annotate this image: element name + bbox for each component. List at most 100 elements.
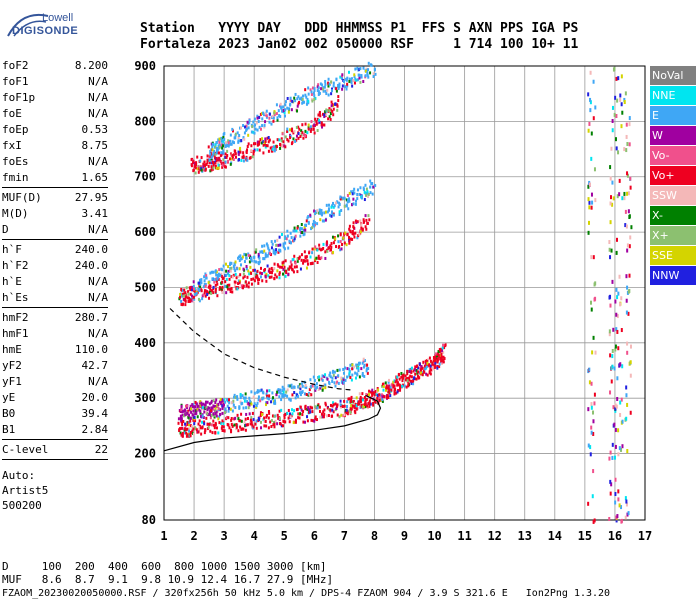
param-value: 39.4 bbox=[81, 407, 109, 420]
echo-point bbox=[182, 288, 185, 292]
echo-point bbox=[273, 401, 276, 405]
echo-point bbox=[426, 360, 429, 364]
echo-point bbox=[336, 380, 339, 384]
echo-point bbox=[313, 209, 316, 213]
echo-point bbox=[257, 278, 260, 282]
echo-point bbox=[220, 402, 223, 406]
echo-point bbox=[234, 280, 237, 284]
noise-point bbox=[588, 200, 591, 205]
echo-point bbox=[291, 99, 294, 103]
echo-point bbox=[323, 115, 326, 119]
echo-point bbox=[315, 418, 318, 422]
echo-point bbox=[192, 418, 195, 422]
noise-point bbox=[590, 300, 593, 305]
echo-point bbox=[331, 370, 334, 374]
param-value: N/A bbox=[88, 107, 108, 120]
echo-point bbox=[374, 400, 377, 404]
echo-point bbox=[237, 417, 240, 421]
echo-point bbox=[369, 402, 372, 406]
echo-point bbox=[362, 359, 365, 363]
echo-point bbox=[327, 84, 330, 88]
echo-point bbox=[323, 211, 326, 215]
echo-point bbox=[303, 226, 306, 230]
echo-point bbox=[372, 72, 375, 76]
echo-point bbox=[233, 395, 236, 399]
echo-point bbox=[287, 416, 290, 420]
echo-point bbox=[229, 157, 232, 161]
echo-point bbox=[190, 407, 193, 411]
echo-point bbox=[260, 426, 263, 430]
echo-point bbox=[224, 400, 227, 404]
echo-point bbox=[251, 125, 254, 129]
echo-point bbox=[287, 107, 290, 111]
echo-point bbox=[317, 90, 320, 94]
echo-point bbox=[297, 125, 300, 129]
param-name: M(D) bbox=[2, 207, 29, 220]
echo-point bbox=[246, 158, 249, 162]
echo-point bbox=[178, 427, 181, 431]
echo-point bbox=[261, 250, 264, 254]
noise-point bbox=[626, 402, 629, 407]
echo-point bbox=[255, 270, 258, 274]
echo-point bbox=[236, 413, 239, 417]
noise-point bbox=[611, 180, 614, 185]
echo-point bbox=[217, 402, 220, 406]
noise-point bbox=[615, 113, 618, 118]
echo-point bbox=[273, 277, 276, 281]
digisonde-logo-icon bbox=[7, 14, 49, 37]
echo-point bbox=[197, 165, 200, 169]
echo-point bbox=[288, 384, 291, 388]
echo-point bbox=[193, 415, 196, 419]
param-value: 110.0 bbox=[74, 343, 108, 356]
echo-point bbox=[336, 413, 339, 417]
noise-point bbox=[592, 410, 595, 415]
echo-point bbox=[364, 400, 367, 404]
echo-point bbox=[284, 241, 287, 245]
echo-point bbox=[218, 137, 221, 141]
echo-point bbox=[222, 402, 225, 406]
noise-point bbox=[621, 419, 624, 424]
param-row-hme: hmE 110.0 bbox=[2, 342, 108, 358]
param-row-ye: yE 20.0 bbox=[2, 390, 108, 406]
noise-point bbox=[625, 393, 628, 398]
noise-point bbox=[629, 176, 632, 181]
param-value: N/A bbox=[88, 375, 108, 388]
echo-point bbox=[337, 87, 340, 91]
echo-point bbox=[375, 392, 378, 396]
x-tick-label: 14 bbox=[548, 529, 562, 543]
echo-point bbox=[361, 392, 364, 396]
echo-point bbox=[438, 354, 441, 358]
param-name: MUF(D) bbox=[2, 191, 42, 204]
echo-point bbox=[237, 150, 240, 154]
echo-point bbox=[191, 425, 194, 429]
echo-point bbox=[284, 236, 287, 240]
echo-point bbox=[185, 431, 188, 435]
echo-point bbox=[332, 107, 335, 111]
echo-point bbox=[361, 371, 364, 375]
echo-point bbox=[434, 352, 437, 356]
echo-point bbox=[217, 431, 220, 435]
echo-point bbox=[344, 378, 347, 382]
echo-point bbox=[342, 371, 345, 375]
echo-point bbox=[331, 235, 334, 239]
echo-point bbox=[313, 87, 316, 91]
echo-point bbox=[253, 259, 256, 263]
echo-point bbox=[284, 135, 287, 139]
echo-point bbox=[326, 249, 329, 253]
echo-point bbox=[333, 204, 336, 208]
echo-point bbox=[218, 140, 221, 144]
echo-point bbox=[225, 269, 228, 273]
echo-point bbox=[210, 270, 213, 274]
echo-point bbox=[289, 415, 292, 419]
echo-point bbox=[363, 220, 366, 224]
x-tick-label: 16 bbox=[608, 529, 622, 543]
echo-point bbox=[220, 139, 223, 143]
echo-point bbox=[244, 280, 247, 284]
param-name: B1 bbox=[2, 423, 16, 436]
echo-point bbox=[240, 412, 243, 416]
noise-point bbox=[594, 350, 597, 355]
echo-point bbox=[279, 143, 282, 147]
echo-point bbox=[188, 427, 191, 431]
echo-point bbox=[300, 129, 303, 133]
echo-point bbox=[273, 422, 276, 426]
